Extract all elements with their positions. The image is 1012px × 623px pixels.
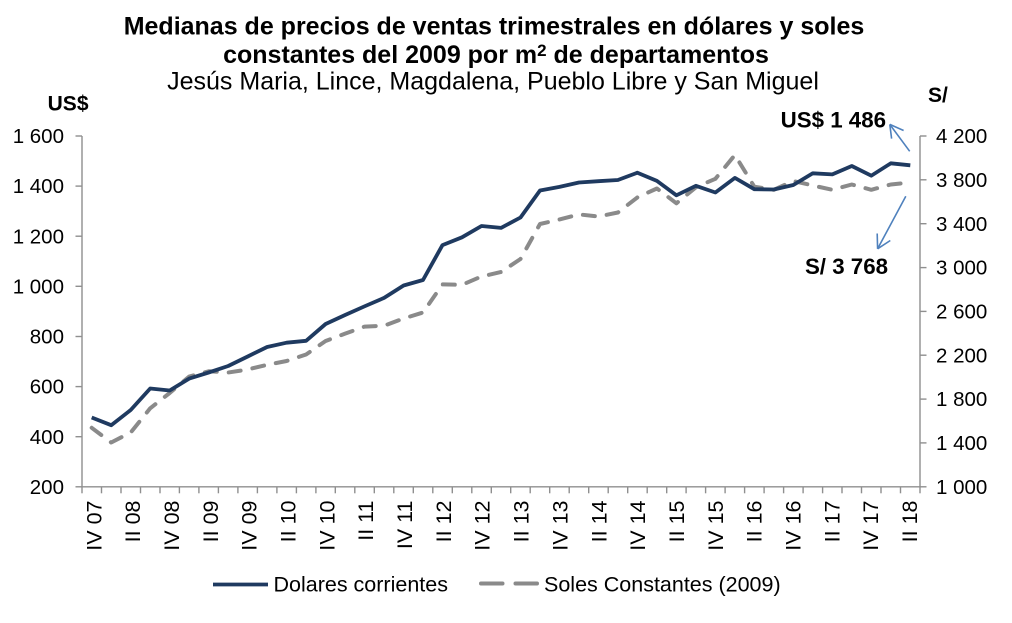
svg-text:US$: US$	[48, 93, 89, 116]
svg-text:Soles Constantes (2009): Soles Constantes (2009)	[544, 573, 781, 597]
svg-text:II 12: II 12	[432, 501, 456, 543]
svg-text:200: 200	[30, 476, 64, 499]
svg-text:3 000: 3 000	[936, 257, 987, 280]
svg-text:1 400: 1 400	[936, 432, 987, 455]
svg-text:1 000: 1 000	[936, 476, 987, 499]
svg-text:800: 800	[30, 326, 64, 349]
svg-text:1 000: 1 000	[13, 275, 64, 298]
svg-text:II 17: II 17	[820, 501, 844, 543]
svg-text:II 14: II 14	[587, 500, 611, 542]
svg-text:Jesús Maria, Lince, Magdalena,: Jesús Maria, Lince, Magdalena, Pueblo Li…	[167, 68, 819, 96]
svg-text:II 15: II 15	[665, 500, 689, 542]
svg-text:IV 17: IV 17	[859, 501, 883, 551]
svg-text:400: 400	[30, 426, 64, 449]
svg-text:II 16: II 16	[743, 500, 767, 542]
svg-text:3 400: 3 400	[936, 213, 987, 236]
svg-text:US$ 1 486: US$ 1 486	[781, 108, 886, 133]
svg-text:IV 14: IV 14	[626, 500, 650, 550]
svg-text:IV 08: IV 08	[160, 500, 184, 550]
svg-text:constantes del 2009 por m2 de: constantes del 2009 por m2 de departamen…	[223, 41, 769, 69]
svg-text:II 08: II 08	[121, 500, 145, 542]
svg-text:IV 10: IV 10	[315, 500, 339, 550]
svg-text:S/ 3 768: S/ 3 768	[805, 254, 888, 279]
svg-text:Medianas de precios de ventas: Medianas de precios de ventas trimestral…	[124, 13, 865, 41]
svg-text:IV 09: IV 09	[238, 501, 262, 551]
svg-text:S/: S/	[928, 84, 948, 107]
svg-text:600: 600	[30, 376, 64, 399]
svg-text:II 10: II 10	[277, 500, 301, 542]
svg-text:1 800: 1 800	[936, 388, 987, 411]
svg-text:IV 07: IV 07	[82, 501, 106, 551]
svg-text:IV 12: IV 12	[471, 501, 495, 551]
svg-text:Dolares corrientes: Dolares corrientes	[274, 573, 448, 597]
svg-text:1 400: 1 400	[13, 175, 64, 198]
svg-text:IV 16: IV 16	[782, 500, 806, 550]
svg-text:4 200: 4 200	[936, 125, 987, 148]
svg-text:1 200: 1 200	[13, 225, 64, 248]
svg-text:II 13: II 13	[510, 500, 534, 542]
svg-text:2 200: 2 200	[936, 344, 987, 367]
svg-text:IV 13: IV 13	[548, 500, 572, 550]
svg-text:II 11: II 11	[354, 501, 378, 541]
svg-text:2 600: 2 600	[936, 301, 987, 324]
svg-text:IV 11: IV 11	[393, 501, 417, 550]
svg-text:1 600: 1 600	[13, 125, 64, 148]
svg-text:IV 15: IV 15	[704, 500, 728, 550]
svg-text:II 09: II 09	[199, 501, 223, 543]
svg-text:3 800: 3 800	[936, 169, 987, 192]
svg-text:II 18: II 18	[898, 500, 922, 542]
